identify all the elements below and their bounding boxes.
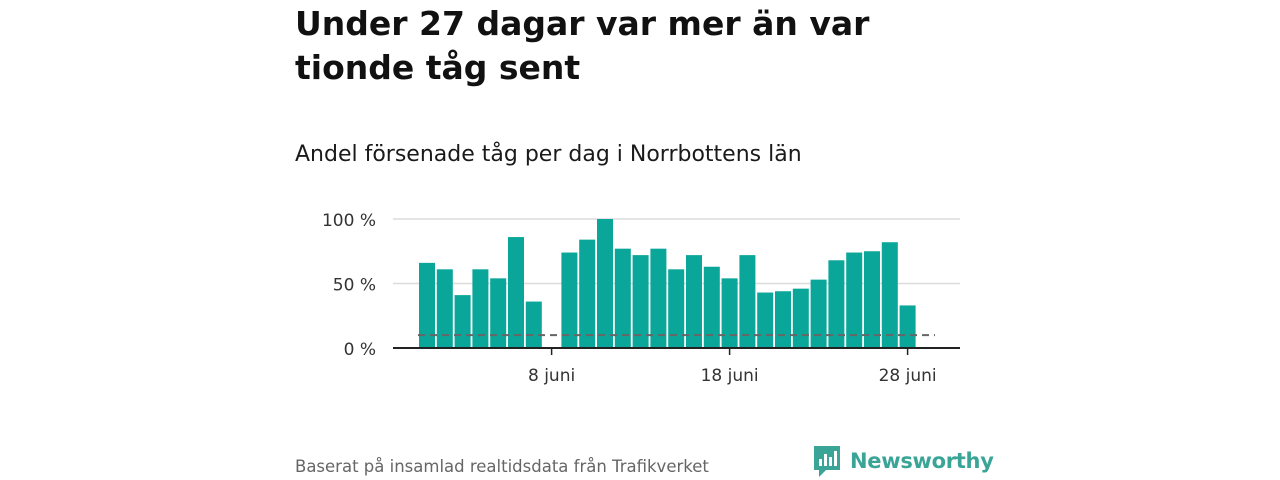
bar <box>864 251 880 348</box>
x-tick-label: 18 juni <box>701 366 759 386</box>
bar <box>490 278 507 348</box>
y-tick-label: 0 % <box>344 340 376 360</box>
bar <box>614 248 631 348</box>
bar <box>525 301 542 348</box>
y-tick-label: 50 % <box>333 276 376 296</box>
x-tick-label: 28 juni <box>879 366 937 386</box>
bar <box>775 291 791 348</box>
chart-title: Under 27 dagar var mer än var tionde tåg… <box>295 4 870 87</box>
bar <box>881 242 898 348</box>
bar <box>472 269 489 348</box>
bar <box>436 269 453 348</box>
bar <box>686 255 702 348</box>
bar <box>597 219 613 348</box>
bar <box>739 255 756 348</box>
bar <box>579 239 596 348</box>
bar <box>810 279 827 348</box>
brand-name: Newsworthy <box>850 449 994 473</box>
bar <box>703 266 720 348</box>
bar <box>846 252 863 348</box>
x-tick-label: 8 juni <box>528 366 575 386</box>
newsworthy-logo-icon <box>814 446 840 477</box>
bar <box>828 260 845 348</box>
brand-logo: Newsworthy <box>812 444 994 478</box>
chart-subtitle: Andel försenade tåg per dag i Norrbotten… <box>295 142 802 167</box>
y-tick-label: 100 % <box>322 211 376 231</box>
bar <box>419 262 435 348</box>
bar <box>508 237 524 348</box>
bar <box>454 295 471 348</box>
bar <box>668 269 685 348</box>
bar <box>899 305 916 348</box>
bar <box>561 252 578 348</box>
bar <box>650 248 667 348</box>
bar <box>721 278 738 348</box>
bar <box>792 288 809 348</box>
bar <box>757 292 774 348</box>
source-note: Baserat på insamlad realtidsdata från Tr… <box>295 457 709 476</box>
bar <box>632 255 649 348</box>
